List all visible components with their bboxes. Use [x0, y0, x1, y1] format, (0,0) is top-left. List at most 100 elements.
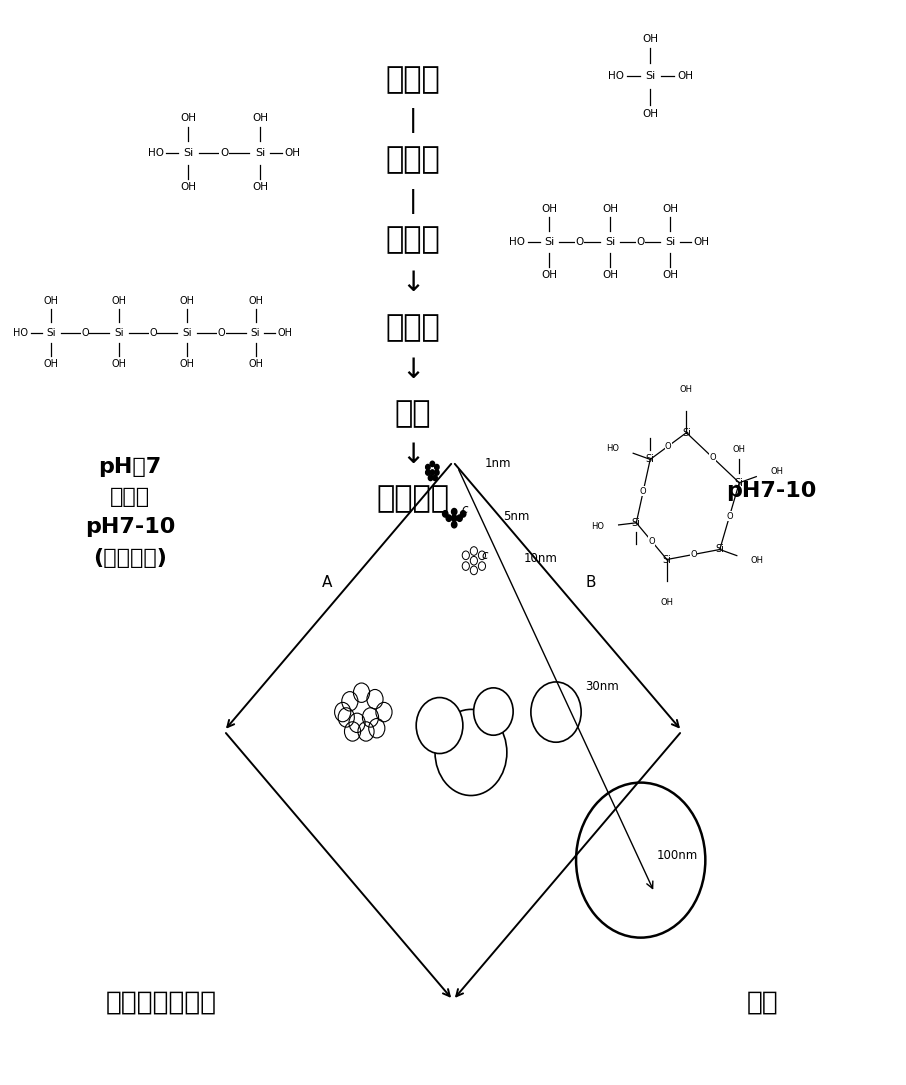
Text: c: c — [462, 503, 468, 516]
Text: 30nm: 30nm — [585, 679, 619, 692]
Text: pH7-10: pH7-10 — [84, 518, 175, 537]
Circle shape — [460, 511, 466, 518]
Text: Si: Si — [182, 328, 192, 337]
Text: Si: Si — [46, 328, 55, 337]
Text: O: O — [665, 442, 671, 450]
Text: または: または — [110, 487, 149, 508]
Text: Si: Si — [183, 148, 193, 157]
Circle shape — [426, 470, 430, 475]
Text: OH: OH — [179, 295, 195, 306]
Circle shape — [442, 511, 448, 518]
Text: Si: Si — [255, 148, 265, 157]
Text: Si: Si — [662, 554, 671, 564]
Text: HO: HO — [14, 328, 28, 337]
Text: 三次元ゲル構造: 三次元ゲル構造 — [106, 990, 217, 1016]
Text: OH: OH — [111, 295, 127, 306]
Text: HO: HO — [509, 238, 525, 247]
Circle shape — [531, 682, 581, 742]
Text: OH: OH — [751, 557, 764, 565]
Text: O: O — [220, 148, 228, 157]
Text: O: O — [149, 328, 157, 337]
Text: O: O — [727, 512, 733, 521]
Text: ゾル: ゾル — [747, 990, 778, 1016]
Text: Si: Si — [631, 518, 641, 527]
Text: 環状: 環状 — [394, 399, 431, 427]
Text: OH: OH — [662, 270, 679, 280]
Text: |: | — [409, 189, 417, 214]
Text: OH: OH — [694, 238, 709, 247]
Text: OH: OH — [662, 204, 679, 214]
Circle shape — [429, 475, 433, 481]
Text: 二量体: 二量体 — [385, 144, 440, 174]
Text: Si: Si — [682, 427, 691, 437]
Text: A: A — [322, 575, 333, 590]
Text: OH: OH — [602, 204, 618, 214]
Text: Si: Si — [114, 328, 124, 337]
Circle shape — [451, 509, 457, 515]
Text: |: | — [409, 107, 417, 133]
Text: 一量体: 一量体 — [385, 65, 440, 94]
Text: OH: OH — [248, 359, 263, 370]
Circle shape — [435, 710, 506, 795]
Text: O: O — [82, 328, 89, 337]
Text: ↓: ↓ — [401, 356, 424, 384]
Text: OH: OH — [541, 204, 557, 214]
Text: OH: OH — [180, 113, 197, 123]
Text: HO: HO — [148, 148, 163, 157]
Text: 100nm: 100nm — [657, 848, 698, 861]
Circle shape — [435, 470, 439, 475]
Circle shape — [451, 515, 457, 522]
Text: 1nm: 1nm — [485, 458, 511, 471]
Text: 四量体: 四量体 — [385, 312, 440, 342]
Text: OH: OH — [642, 108, 659, 118]
Circle shape — [435, 464, 439, 470]
Text: ↓: ↓ — [401, 442, 424, 470]
Text: O: O — [640, 486, 647, 496]
Text: O: O — [709, 454, 716, 462]
Text: OH: OH — [252, 113, 268, 123]
Text: 5nm: 5nm — [504, 510, 530, 523]
Text: B: B — [585, 575, 595, 590]
Text: HO: HO — [591, 522, 604, 532]
Circle shape — [576, 782, 706, 937]
Circle shape — [426, 464, 430, 470]
Text: OH: OH — [43, 359, 58, 370]
Text: Si: Si — [645, 72, 656, 81]
Text: OH: OH — [642, 34, 659, 44]
Text: OH: OH — [733, 445, 746, 454]
Text: Si: Si — [716, 545, 724, 554]
Text: O: O — [575, 238, 583, 247]
Text: 球状粒子: 球状粒子 — [376, 484, 449, 513]
Text: pH＜7: pH＜7 — [98, 457, 161, 477]
Text: OH: OH — [602, 270, 618, 280]
Text: OH: OH — [541, 270, 557, 280]
Text: OH: OH — [770, 468, 783, 476]
Text: Si: Si — [665, 238, 675, 247]
Text: O: O — [690, 550, 697, 559]
Text: O: O — [636, 238, 644, 247]
Text: Si: Si — [605, 238, 615, 247]
Text: (塩存在下): (塩存在下) — [93, 548, 167, 567]
Text: ↓: ↓ — [401, 269, 424, 297]
Text: pH7-10: pH7-10 — [727, 481, 817, 501]
Circle shape — [474, 688, 513, 736]
Text: OH: OH — [180, 182, 197, 192]
Text: OH: OH — [43, 295, 58, 306]
Circle shape — [433, 475, 438, 481]
Text: OH: OH — [278, 328, 293, 337]
Text: OH: OH — [678, 72, 693, 81]
Circle shape — [430, 461, 435, 467]
Text: c: c — [481, 549, 488, 562]
Text: OH: OH — [179, 359, 195, 370]
Text: O: O — [649, 537, 655, 546]
Circle shape — [451, 522, 457, 528]
Text: OH: OH — [284, 148, 301, 157]
Text: OH: OH — [660, 598, 673, 608]
Text: OH: OH — [111, 359, 127, 370]
Text: O: O — [217, 328, 226, 337]
Text: OH: OH — [252, 182, 268, 192]
Text: 10nm: 10nm — [524, 552, 557, 565]
Text: OH: OH — [248, 295, 263, 306]
Text: OH: OH — [680, 385, 693, 394]
Circle shape — [430, 470, 435, 475]
